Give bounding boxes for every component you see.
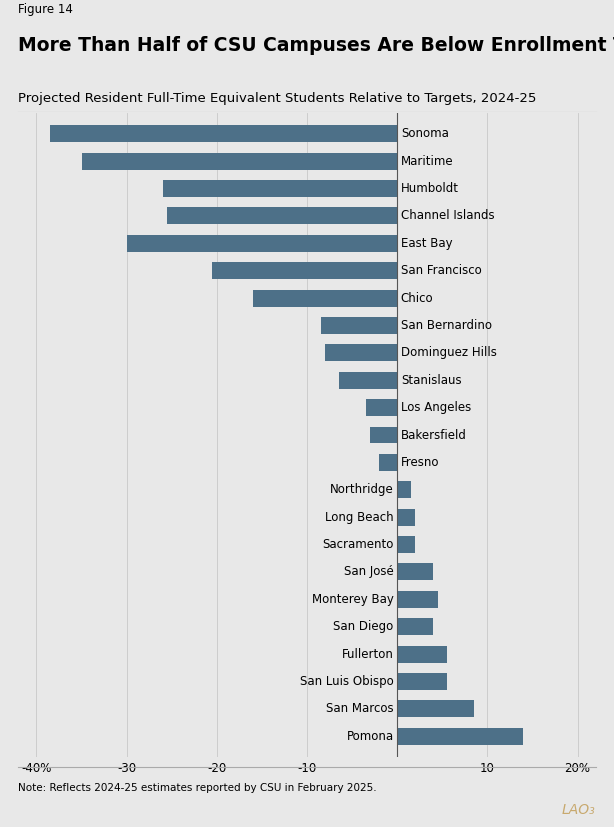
Text: Note: Reflects 2024-25 estimates reported by CSU in February 2025.: Note: Reflects 2024-25 estimates reporte… — [18, 782, 377, 792]
Text: East Bay: East Bay — [401, 237, 453, 250]
Text: San Diego: San Diego — [333, 620, 394, 633]
Bar — [365, 399, 397, 416]
Text: Stanislaus: Stanislaus — [401, 374, 461, 387]
Text: San José: San José — [344, 566, 394, 578]
Text: Figure 14: Figure 14 — [18, 3, 73, 17]
Text: Fullerton: Fullerton — [342, 648, 394, 661]
Text: Monterey Bay: Monterey Bay — [312, 593, 394, 605]
Text: Bakersfield: Bakersfield — [401, 428, 467, 442]
Text: San Francisco: San Francisco — [401, 265, 481, 277]
Bar — [397, 481, 411, 498]
Bar — [126, 235, 397, 252]
Text: Los Angeles: Los Angeles — [401, 401, 471, 414]
Text: Northridge: Northridge — [330, 483, 394, 496]
Bar — [253, 289, 397, 307]
Text: Sonoma: Sonoma — [401, 127, 449, 141]
Bar — [397, 673, 447, 690]
Bar — [212, 262, 397, 280]
Text: Sacramento: Sacramento — [322, 538, 394, 551]
Bar — [397, 728, 523, 744]
Bar — [397, 700, 474, 717]
Bar — [397, 563, 433, 581]
Text: Maritime: Maritime — [401, 155, 453, 168]
Bar — [379, 454, 397, 471]
Text: San Marcos: San Marcos — [326, 702, 394, 715]
Text: San Bernardino: San Bernardino — [401, 319, 492, 332]
Text: Humboldt: Humboldt — [401, 182, 459, 195]
Text: More Than Half of CSU Campuses Are Below Enrollment Targets: More Than Half of CSU Campuses Are Below… — [18, 36, 614, 55]
Text: Projected Resident Full-Time Equivalent Students Relative to Targets, 2024-25: Projected Resident Full-Time Equivalent … — [18, 92, 537, 104]
Text: Channel Islands: Channel Islands — [401, 209, 494, 222]
Text: Fresno: Fresno — [401, 456, 439, 469]
Bar — [82, 153, 397, 170]
Bar — [338, 372, 397, 389]
Bar — [321, 317, 397, 334]
Bar — [167, 208, 397, 224]
Bar — [50, 126, 397, 142]
Text: Dominguez Hills: Dominguez Hills — [401, 347, 497, 360]
Text: Long Beach: Long Beach — [325, 510, 394, 523]
Bar — [370, 427, 397, 443]
Bar — [397, 618, 433, 635]
Bar — [163, 180, 397, 197]
Text: Pomona: Pomona — [346, 729, 394, 743]
Bar — [325, 344, 397, 361]
Bar — [397, 590, 438, 608]
Text: San Luis Obispo: San Luis Obispo — [300, 675, 394, 688]
Bar — [397, 646, 447, 662]
Bar — [397, 509, 415, 526]
Text: LAO₃: LAO₃ — [562, 803, 596, 817]
Bar — [397, 536, 415, 553]
Text: Chico: Chico — [401, 292, 433, 304]
